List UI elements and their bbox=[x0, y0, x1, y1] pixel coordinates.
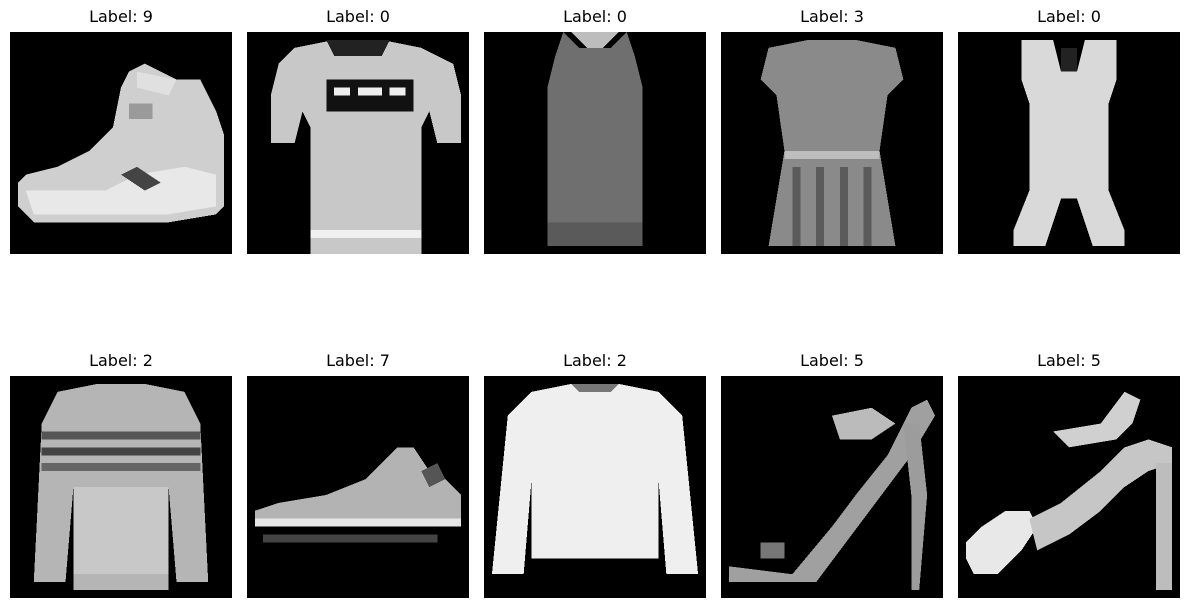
image-title: Label: 2 bbox=[89, 351, 153, 370]
image-title: Label: 2 bbox=[563, 351, 627, 370]
image-ankle-boot bbox=[10, 32, 232, 254]
image-title: Label: 0 bbox=[563, 7, 627, 26]
image-title: Label: 5 bbox=[1037, 351, 1101, 370]
image-pullover bbox=[484, 376, 706, 598]
image-pullover bbox=[10, 376, 232, 598]
image-sneaker bbox=[247, 376, 469, 598]
image-title: Label: 9 bbox=[89, 7, 153, 26]
image-t-shirt bbox=[247, 32, 469, 254]
image-title: Label: 3 bbox=[800, 7, 864, 26]
image-title: Label: 7 bbox=[326, 351, 390, 370]
image-sandal bbox=[958, 376, 1180, 598]
image-title: Label: 0 bbox=[326, 7, 390, 26]
image-dress bbox=[721, 32, 943, 254]
image-title: Label: 5 bbox=[800, 351, 864, 370]
image-sandal bbox=[721, 376, 943, 598]
image-tank-top bbox=[484, 32, 706, 254]
image-tank-top bbox=[958, 32, 1180, 254]
image-title: Label: 0 bbox=[1037, 7, 1101, 26]
